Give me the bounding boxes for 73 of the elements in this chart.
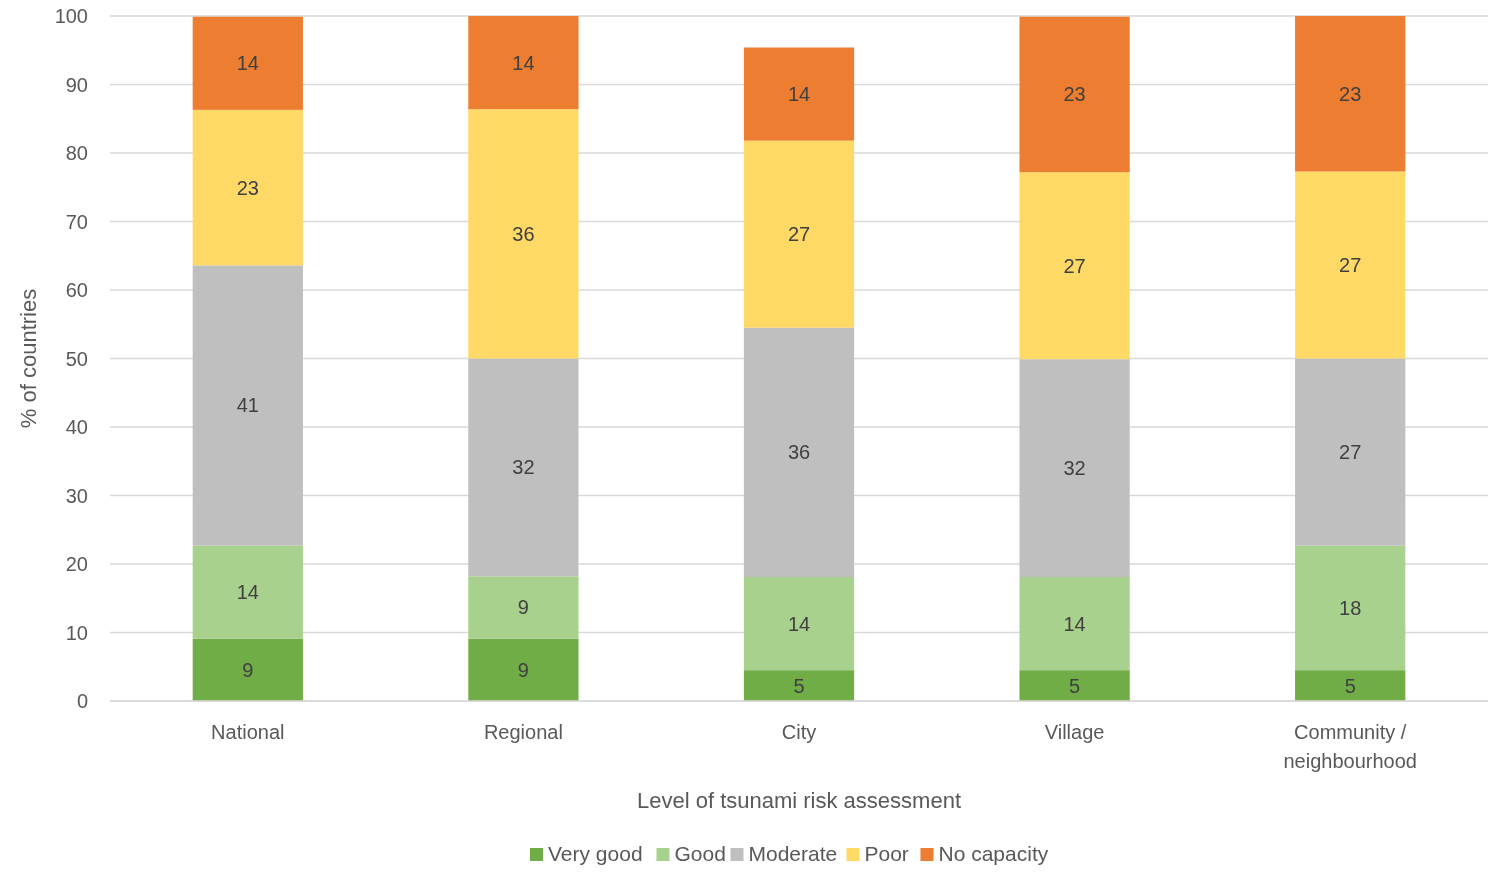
y-tick-label: 90 [65, 73, 88, 96]
x-tick-label: Village [1044, 721, 1105, 743]
bar [468, 638, 579, 701]
data-label: 18 [1339, 596, 1362, 619]
y-axis-title: % of countries [16, 288, 41, 429]
x-tick-label: National [211, 721, 285, 743]
y-tick-label: 20 [65, 553, 88, 575]
data-label: 27 [1063, 254, 1086, 277]
data-label: 32 [512, 456, 535, 479]
data-label: 14 [236, 581, 259, 604]
bar [468, 16, 579, 110]
bar [468, 358, 579, 577]
y-tick-label: 0 [76, 690, 88, 712]
y-tick-label: 80 [65, 142, 88, 164]
y-tick-label: 50 [65, 347, 88, 370]
bar [468, 576, 579, 639]
data-label: 36 [787, 441, 811, 464]
bar [192, 265, 303, 546]
bar [1295, 670, 1406, 701]
data-label: 23 [236, 176, 259, 199]
data-label: 9 [242, 658, 254, 681]
x-tick-label: Community / neighbourhood [1283, 721, 1417, 772]
bar [743, 670, 855, 701]
bar [192, 16, 303, 110]
x-tick-label: City [781, 721, 817, 743]
bar [743, 327, 855, 578]
bar [1019, 577, 1130, 671]
bar [1295, 16, 1406, 172]
data-label: 32 [1063, 457, 1086, 480]
legend-label: No capacity [938, 842, 1049, 865]
y-tick-label: 40 [65, 416, 88, 438]
data-label: 5 [1344, 674, 1356, 697]
legend-label: Good [674, 842, 726, 865]
legend-label: Moderate [748, 842, 838, 865]
bar [192, 109, 303, 266]
data-label: 41 [236, 394, 259, 417]
data-label: 14 [236, 52, 259, 75]
data-label: 23 [1063, 83, 1086, 106]
bar [1019, 16, 1130, 173]
data-label: 27 [787, 223, 811, 246]
bar [743, 47, 855, 141]
data-label: 5 [793, 674, 805, 697]
data-label: 14 [787, 612, 811, 635]
bar [743, 577, 855, 671]
bar [1295, 358, 1406, 546]
y-tick-label: 70 [65, 210, 88, 233]
data-label: 27 [1339, 441, 1362, 463]
bar [1019, 359, 1130, 578]
y-tick-label: 100 [54, 5, 88, 27]
data-label: 23 [1339, 82, 1362, 105]
data-label: 5 [1069, 674, 1081, 697]
bar [192, 545, 303, 639]
legend-label: Very good [548, 842, 643, 865]
data-label: 27 [1339, 254, 1362, 276]
bar [1019, 670, 1130, 701]
data-label: 9 [517, 596, 529, 619]
x-tick-label: Regional [483, 721, 563, 743]
data-label: 14 [512, 51, 535, 74]
bar [1019, 172, 1130, 360]
bar [1295, 171, 1406, 359]
data-label: 14 [787, 83, 811, 106]
data-label: 9 [517, 658, 529, 681]
bar [468, 109, 579, 359]
y-tick-label: 30 [65, 484, 88, 507]
legend-label: Poor [864, 842, 909, 865]
x-axis-title: Level of tsunami risk assessment [636, 788, 962, 813]
data-label: 14 [1063, 612, 1086, 635]
data-label: 36 [512, 222, 535, 245]
bar [192, 638, 303, 701]
bar [1295, 545, 1406, 671]
y-tick-label: 60 [65, 279, 88, 301]
y-tick-label: 10 [65, 621, 88, 644]
bar [743, 140, 855, 328]
